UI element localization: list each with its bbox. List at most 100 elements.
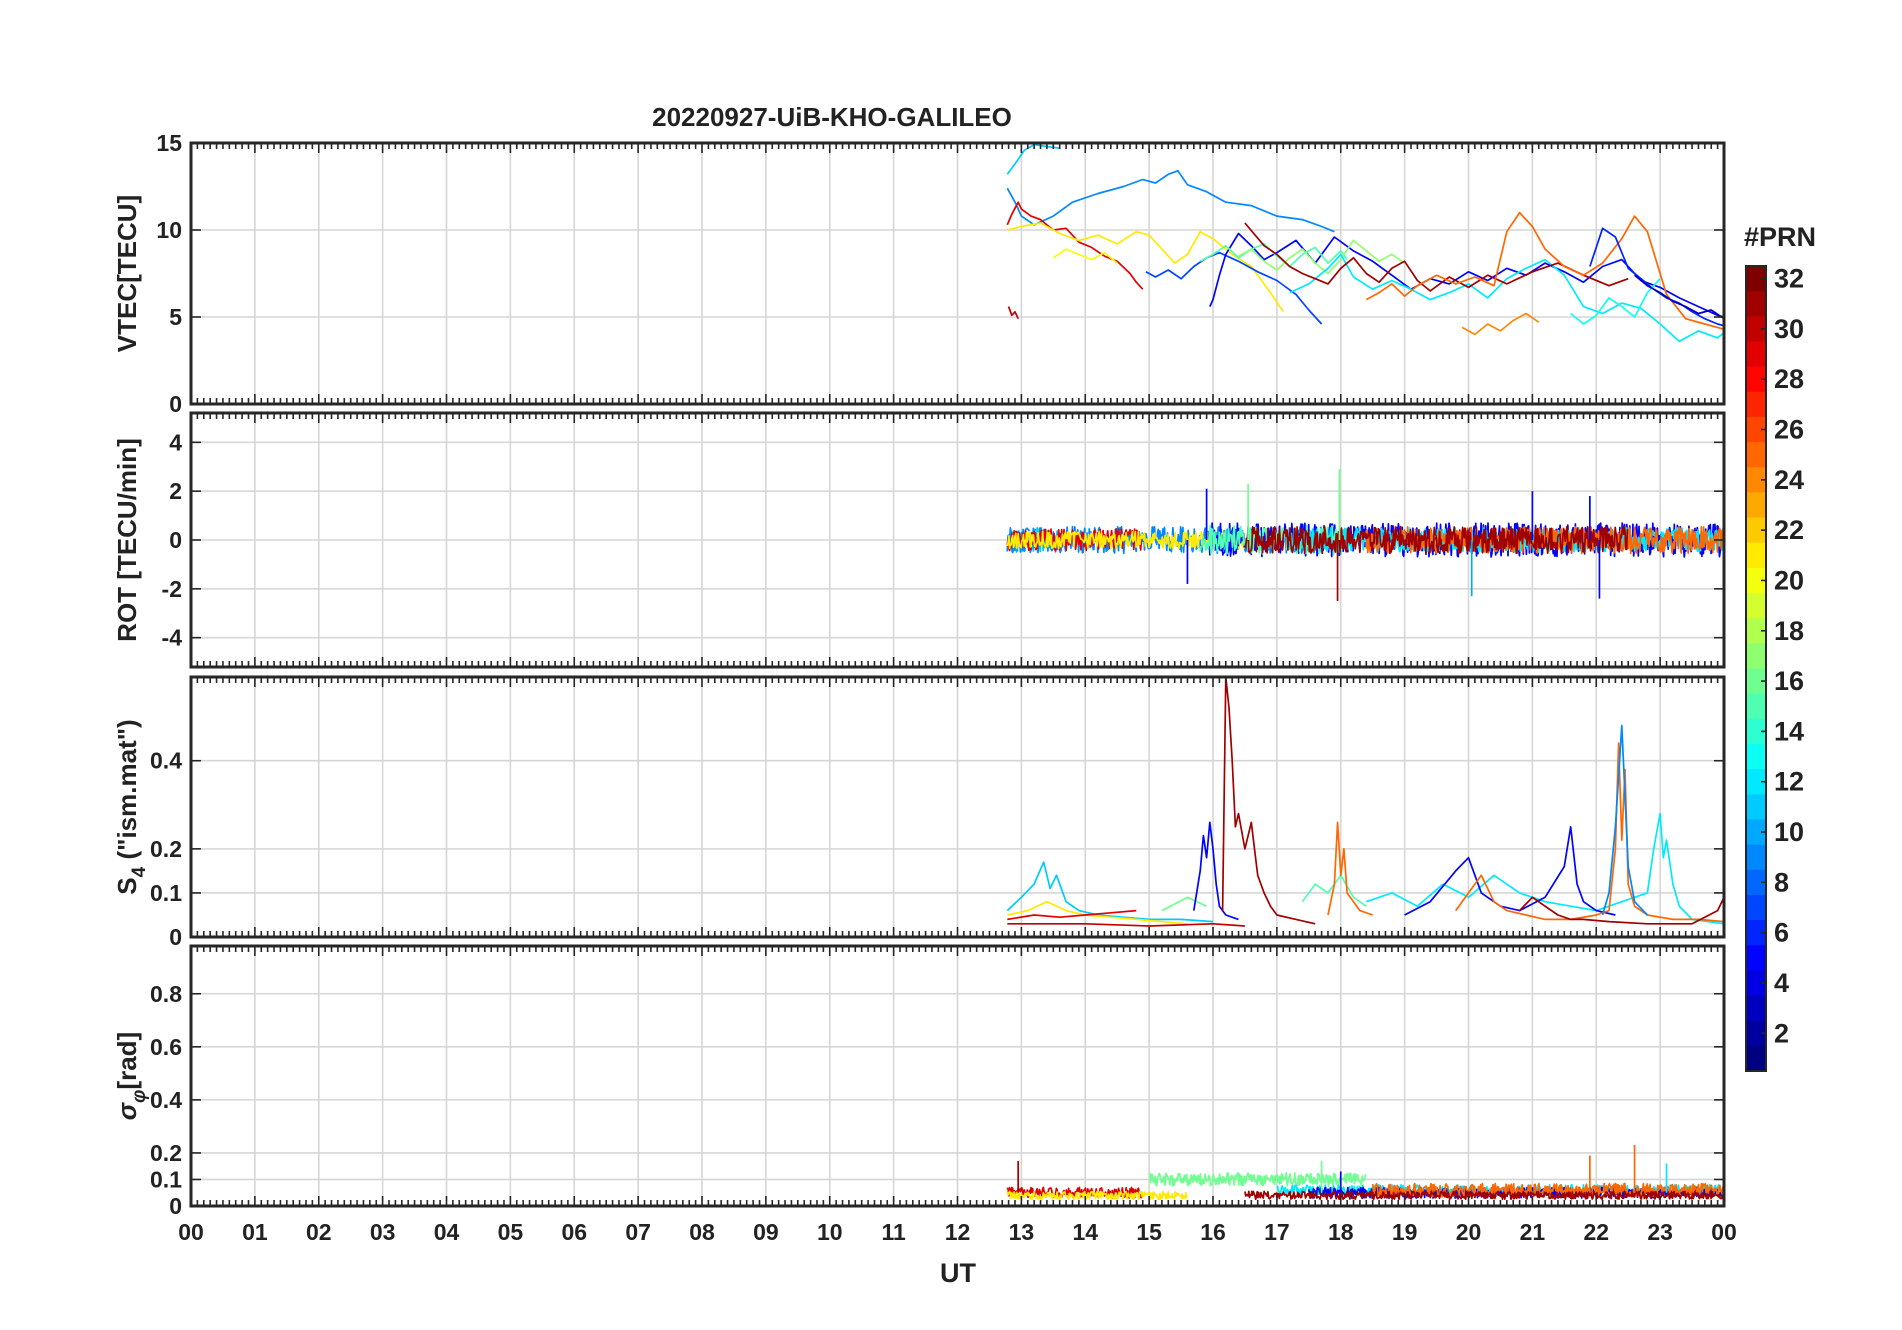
colorbar-tick-label: 4: [1774, 968, 1789, 998]
colorbar-segment: [1746, 1045, 1766, 1072]
s4-y-tick-label: 0.2: [150, 836, 182, 862]
colorbar-tick-label: 18: [1774, 616, 1804, 646]
s4-grid: [190, 677, 1725, 938]
vtec-series-prn-6: [1589, 227, 1724, 327]
vtec-series-prn-25: [1365, 211, 1724, 331]
colorbar-tick-label: 32: [1774, 264, 1804, 294]
colorbar-segment: [1746, 819, 1766, 846]
vtec-series-prn-29: [1006, 201, 1144, 290]
colorbar-segment: [1746, 995, 1766, 1022]
vtec-y-tick-label: 15: [156, 130, 182, 156]
s4-series-prn-16: [1161, 896, 1207, 912]
x-tick-label: 15: [1136, 1219, 1162, 1245]
sigma-y-tick-label: 0.4: [150, 1087, 182, 1113]
colorbar-segment: [1746, 492, 1766, 519]
x-tick-label: 02: [306, 1219, 332, 1245]
colorbar-tick-label: 8: [1774, 867, 1789, 897]
x-tick-label: 11: [881, 1219, 906, 1245]
colorbar-tick-label: 6: [1774, 918, 1789, 948]
vtec-y-axis-label: VTEC[TECU]: [112, 195, 142, 352]
vtec-y-ticks: 0 5 10 15: [156, 130, 1724, 417]
colorbar-segment: [1746, 416, 1766, 443]
colorbar-tick-label: 24: [1774, 465, 1804, 495]
s4-y-label-rest: ("ism.mat"): [112, 719, 142, 866]
vtec-y-tick-label: 10: [156, 217, 182, 243]
colorbar-tick-label: 14: [1774, 716, 1804, 746]
s4-series-group: [1006, 677, 1724, 927]
colorbar-tick-label: 10: [1774, 817, 1804, 847]
s4-x-ticks: [190, 677, 1725, 937]
vtec-series-prn-11: [1006, 143, 1060, 175]
vtec-series-group: [1006, 143, 1724, 343]
sigma-y-tick-label: 0: [169, 1193, 182, 1219]
sigma-x-ticks: [190, 946, 1725, 1206]
vtec-series-prn-24: [1461, 312, 1540, 336]
vtec-series-prn-17: [1238, 239, 1406, 275]
x-tick-label: 00: [1711, 1219, 1737, 1245]
x-tick-label: 23: [1647, 1219, 1673, 1245]
x-tick-label: 16: [1200, 1219, 1226, 1245]
colorbar-segment: [1746, 743, 1766, 770]
sigma-y-tick-label: 0.6: [150, 1034, 182, 1060]
rot-y-tick-label: 4: [169, 429, 182, 455]
x-tick-labels: 00 01 02 03 04 05 06 07 08 09 10 11 12 13 14 15 16 17 18 19…: [178, 1219, 1737, 1245]
sigma-series-prn-31: [1244, 1190, 1724, 1201]
s4-series-prn-25: [1455, 742, 1724, 923]
rot-y-tick-label: 2: [169, 478, 182, 504]
colorbar-tick-label: 30: [1774, 314, 1804, 344]
panel-s4: 00.10.20.4S4 ("ism.mat"): [112, 675, 1726, 950]
s4-series-prn-21: [1007, 900, 1188, 925]
sigma-y-axis-label: σφ[rad]: [112, 1032, 150, 1120]
x-tick-label: 20: [1456, 1219, 1482, 1245]
x-tick-label: 08: [689, 1219, 715, 1245]
panel-vtec: 0 5 10 15 VTEC[TECU]: [112, 130, 1726, 417]
colorbar-segment: [1746, 769, 1766, 795]
colorbar-segment: [1746, 467, 1766, 494]
rot-y-ticks: -4 -2 0 2 4: [162, 429, 1724, 651]
rot-y-axis-label: ROT [TECU/min]: [112, 438, 142, 642]
chart-title: 20220927-UiB-KHO-GALILEO: [652, 102, 1012, 132]
colorbar-title: #PRN: [1744, 222, 1816, 252]
rot-x-ticks: [190, 413, 1725, 667]
colorbar-segment: [1746, 391, 1766, 418]
vtec-y-tick-label: 0: [169, 391, 182, 417]
colorbar-tick-label: 22: [1774, 515, 1804, 545]
x-tick-label: 03: [370, 1219, 396, 1245]
rot-y-tick-label: 0: [169, 527, 182, 553]
colorbar-segment: [1746, 593, 1766, 619]
sigma-series-prn-16: [1148, 1171, 1367, 1187]
colorbar-segment: [1746, 869, 1766, 896]
colorbar: 32 30 28 26 24 22 20 18 16 14 12 10 8 6 4 2 #PRN: [1744, 222, 1816, 1072]
rot-y-tick-label: -4: [162, 625, 183, 651]
x-tick-label: 19: [1392, 1219, 1418, 1245]
colorbar-segment: [1746, 442, 1766, 468]
s4-series-prn-5: [1192, 821, 1239, 921]
x-tick-label: 12: [945, 1219, 971, 1245]
colorbar-segment: [1746, 542, 1766, 569]
vtec-series-prn-30: [1007, 306, 1019, 320]
colorbar-segment: [1746, 693, 1766, 720]
colorbar-tick-label: 20: [1774, 565, 1804, 595]
sigma-y-tick-label: 0.8: [150, 981, 182, 1007]
sigma-series-prn-21: [1006, 1190, 1188, 1201]
s4-y-ticks: 0 0.1 0.2 0.4: [150, 748, 1724, 950]
colorbar-segment: [1746, 517, 1766, 544]
x-tick-label: 07: [625, 1219, 651, 1245]
x-tick-label: 18: [1328, 1219, 1354, 1245]
vtec-grid: [190, 142, 1725, 405]
panel-sigma: 00.10.20.40.60.8σφ[rad]: [112, 944, 1726, 1219]
x-tick-label: 09: [753, 1219, 779, 1245]
vtec-series-prn-20: [1052, 248, 1118, 264]
sigma-y-label-rest: [rad]: [112, 1032, 142, 1090]
colorbar-tick-label: 16: [1774, 666, 1804, 696]
vtec-series-prn-9: [1006, 169, 1335, 233]
x-axis-label: UT: [940, 1258, 976, 1288]
x-tick-label: 05: [498, 1219, 524, 1245]
colorbar-segment: [1746, 643, 1766, 670]
sigma-y-ticks: 00.10.2 0.4 0.6 0.8: [150, 981, 1724, 1219]
colorbar-segment: [1746, 567, 1766, 594]
colorbar-segment: [1746, 618, 1766, 644]
s4-series-prn-30: [1007, 922, 1245, 927]
vtec-series-prn-31: [1244, 222, 1629, 292]
